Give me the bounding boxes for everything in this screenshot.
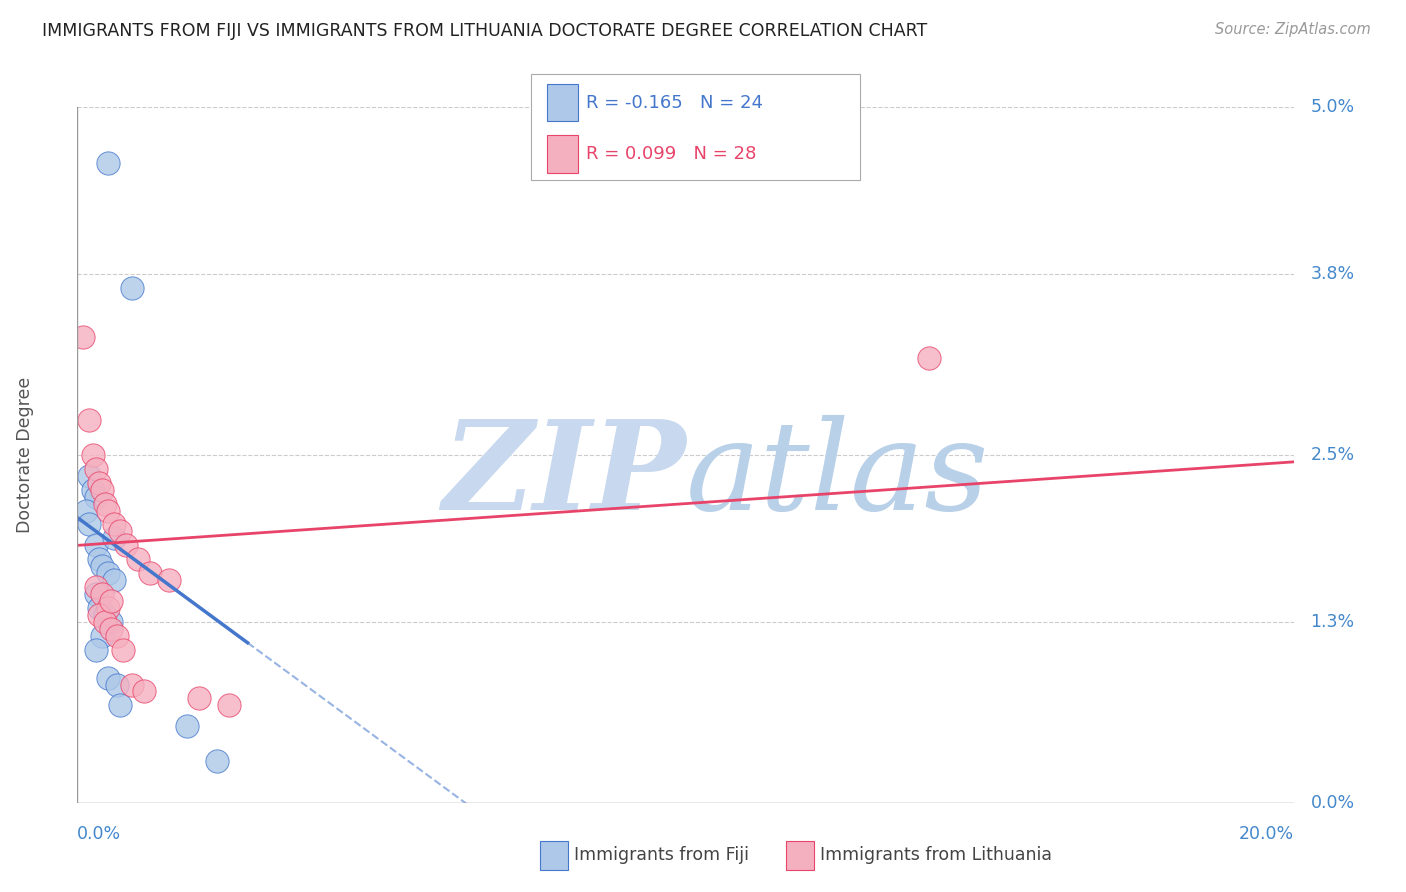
Point	[87, 552, 110, 566]
Text: 3.8%: 3.8%	[1310, 265, 1354, 283]
Text: Source: ZipAtlas.com: Source: ZipAtlas.com	[1215, 22, 1371, 37]
Point	[82, 483, 104, 497]
Point	[100, 615, 122, 629]
Point	[103, 532, 125, 546]
Point	[87, 475, 110, 490]
Point	[84, 642, 107, 657]
Text: R = 0.099   N = 28: R = 0.099 N = 28	[586, 145, 756, 163]
Point	[87, 607, 110, 622]
Text: 0.0%: 0.0%	[77, 825, 121, 843]
Text: 5.0%: 5.0%	[1310, 98, 1354, 116]
Point	[97, 155, 120, 169]
Point	[127, 552, 149, 566]
Point	[139, 566, 162, 581]
Point	[157, 573, 180, 587]
Text: 0.0%: 0.0%	[1310, 794, 1354, 812]
Point	[134, 684, 156, 698]
Point	[90, 587, 112, 601]
Point	[108, 698, 131, 713]
Point	[103, 573, 125, 587]
Point	[87, 601, 110, 615]
Point	[100, 594, 122, 608]
Point	[72, 329, 94, 343]
Text: 1.3%: 1.3%	[1310, 613, 1354, 631]
Text: Doctorate Degree: Doctorate Degree	[17, 376, 34, 533]
Point	[84, 462, 107, 476]
Point	[90, 629, 112, 643]
Point	[84, 538, 107, 552]
Point	[205, 754, 228, 768]
Point	[84, 580, 107, 594]
Point	[121, 677, 143, 691]
Point	[79, 517, 101, 532]
Point	[82, 448, 104, 462]
Text: R = -0.165   N = 24: R = -0.165 N = 24	[586, 94, 763, 112]
Point	[84, 587, 107, 601]
Point	[218, 698, 240, 713]
Text: 2.5%: 2.5%	[1310, 446, 1354, 464]
Point	[84, 490, 107, 504]
Point	[79, 413, 101, 427]
Point	[93, 615, 115, 629]
Point	[79, 468, 101, 483]
Point	[176, 719, 198, 733]
Point	[97, 566, 120, 581]
Point	[93, 607, 115, 622]
Point	[111, 642, 134, 657]
Text: IMMIGRANTS FROM FIJI VS IMMIGRANTS FROM LITHUANIA DOCTORATE DEGREE CORRELATION C: IMMIGRANTS FROM FIJI VS IMMIGRANTS FROM …	[42, 22, 928, 40]
Point	[100, 622, 122, 636]
Point	[97, 671, 120, 685]
Point	[93, 497, 115, 511]
Point	[918, 351, 941, 365]
Text: ZIP: ZIP	[441, 415, 686, 537]
Point	[188, 691, 211, 706]
Point	[108, 524, 131, 539]
Point	[121, 281, 143, 295]
Point	[115, 538, 138, 552]
Point	[90, 483, 112, 497]
Text: 20.0%: 20.0%	[1239, 825, 1294, 843]
Text: atlas: atlas	[686, 415, 988, 537]
Point	[97, 601, 120, 615]
Text: Immigrants from Lithuania: Immigrants from Lithuania	[820, 847, 1052, 864]
Point	[97, 503, 120, 517]
Text: Immigrants from Fiji: Immigrants from Fiji	[574, 847, 748, 864]
Point	[103, 517, 125, 532]
Point	[90, 559, 112, 574]
Point	[105, 677, 128, 691]
Point	[105, 629, 128, 643]
Point	[75, 503, 97, 517]
